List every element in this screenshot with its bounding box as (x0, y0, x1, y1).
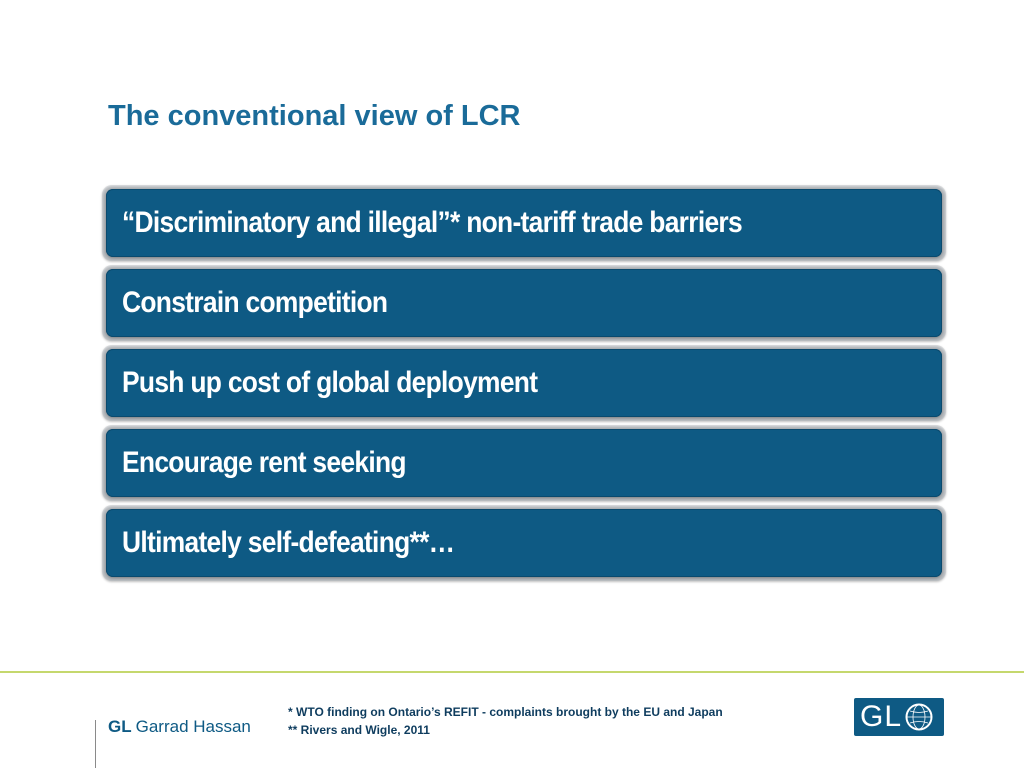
point-box: Ultimately self-defeating**… (102, 505, 946, 581)
point-label: Encourage rent seeking (122, 446, 407, 479)
point-label: Push up cost of global deployment (122, 366, 538, 399)
point-box: Constrain competition (102, 265, 946, 341)
logo-text: GL (860, 700, 903, 733)
brand-name: Garrad Hassan (135, 717, 251, 736)
slide-title: The conventional view of LCR (108, 100, 521, 132)
footnotes: * WTO finding on Ontario’s REFIT - compl… (288, 703, 723, 739)
footer-vertical-rule (95, 720, 96, 768)
point-box: Push up cost of global deployment (102, 345, 946, 421)
brand-gl: GL (108, 717, 132, 736)
point-label: “Discriminatory and illegal”* non-tariff… (122, 206, 743, 239)
gl-logo: GL (854, 698, 944, 736)
point-box: Encourage rent seeking (102, 425, 946, 501)
footnote-1: * WTO finding on Ontario’s REFIT - compl… (288, 705, 723, 719)
globe-icon (905, 703, 933, 731)
point-label: Ultimately self-defeating**… (122, 526, 455, 559)
point-label: Constrain competition (122, 286, 388, 319)
footnote-2: ** Rivers and Wigle, 2011 (288, 723, 430, 737)
point-list: “Discriminatory and illegal”* non-tariff… (102, 185, 946, 585)
brand-wordmark: GL Garrad Hassan (108, 717, 251, 737)
footer-divider (0, 671, 1024, 673)
point-box: “Discriminatory and illegal”* non-tariff… (102, 185, 946, 261)
